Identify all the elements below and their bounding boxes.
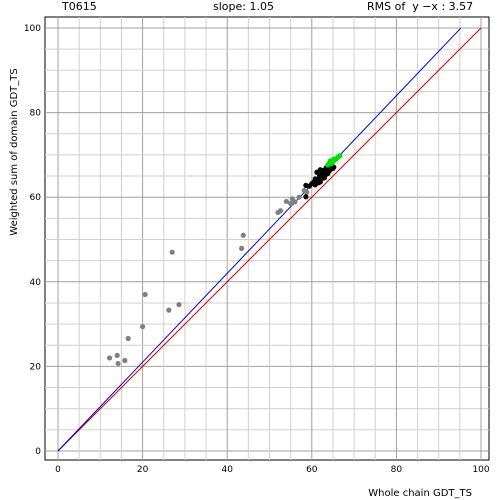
y-tick-label: 40 (30, 278, 42, 288)
data-point (140, 324, 146, 330)
data-point (331, 156, 337, 162)
tick-labels: 0 20 40 60 80 100 0 20 40 60 80 100 (24, 24, 490, 475)
data-point (166, 307, 172, 313)
x-tick-label: 20 (137, 465, 149, 475)
plot-frame (44, 16, 490, 461)
y-axis-label: Weighted sum of domain GDT_TS (9, 68, 20, 235)
y-tick-label: 20 (30, 362, 42, 372)
data-point (321, 175, 328, 181)
x-tick-label: 60 (306, 465, 318, 475)
y-tick-label: 100 (24, 24, 41, 34)
data-point (107, 355, 113, 361)
data-point (115, 360, 121, 367)
y-tick-label: 80 (30, 109, 42, 119)
data-point (288, 200, 294, 207)
data-points (107, 153, 343, 367)
data-point (122, 357, 128, 364)
data-point (169, 249, 175, 255)
y-tick-label: 0 (35, 447, 41, 457)
reference-line (57, 27, 462, 452)
data-point (283, 198, 290, 205)
slope-readout: slope: 1.05 (213, 0, 274, 13)
reference-lines (57, 27, 482, 452)
x-axis-label: Whole chain GDT_TS (368, 488, 472, 499)
data-point (303, 194, 309, 200)
data-point (304, 189, 310, 195)
x-tick-label: 80 (391, 465, 403, 475)
x-tick-label: 100 (472, 465, 489, 475)
data-point (125, 335, 131, 342)
y-tick-label: 60 (30, 193, 42, 203)
data-point (176, 302, 182, 308)
rms-readout: RMS of y −x : 3.57 (367, 0, 474, 13)
target-id: T0615 (62, 0, 97, 13)
data-point (114, 352, 120, 359)
grid-lines (45, 17, 489, 460)
data-point (337, 153, 343, 159)
data-point (277, 208, 284, 214)
data-point (142, 291, 148, 298)
x-tick-label: 0 (55, 465, 61, 475)
data-point (296, 194, 302, 200)
x-tick-label: 40 (221, 465, 233, 475)
data-point (240, 232, 246, 238)
reference-line (57, 27, 482, 452)
data-point (317, 167, 323, 173)
data-point (238, 245, 245, 251)
data-point (292, 199, 298, 205)
